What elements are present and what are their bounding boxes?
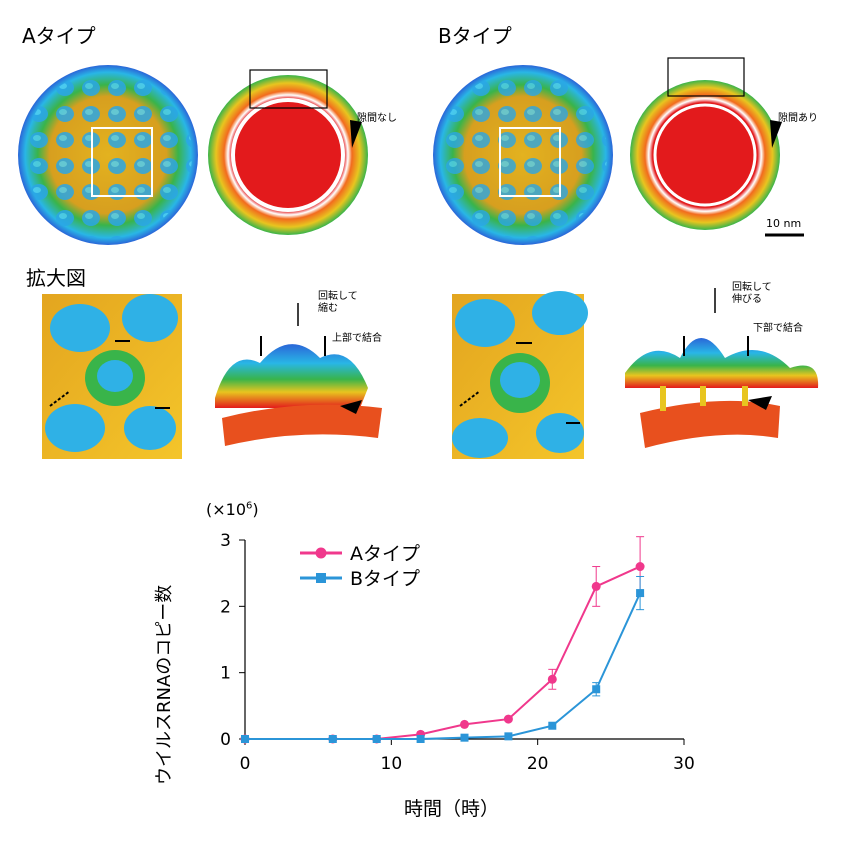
legend-marker-1 bbox=[315, 547, 327, 559]
a-bind-label: 上部で結合 bbox=[332, 333, 382, 344]
legend-label-2: Bタイプ bbox=[350, 568, 420, 590]
y-tick-label: 2 bbox=[220, 597, 231, 617]
zoom-title: 拡大図 bbox=[26, 266, 86, 290]
a-rotate-label: 回転して 縮む bbox=[318, 291, 358, 314]
point-2 bbox=[548, 721, 557, 730]
zoom-b-top bbox=[452, 291, 588, 459]
point-1 bbox=[635, 562, 645, 572]
zoom-b-side bbox=[625, 288, 819, 448]
capsid-structures bbox=[18, 57, 804, 245]
type-b-title: Bタイプ bbox=[438, 24, 512, 48]
point-1 bbox=[503, 714, 513, 724]
y-unit: (×106) bbox=[206, 500, 259, 519]
zoom-a-top bbox=[42, 294, 182, 459]
point-2 bbox=[460, 733, 469, 742]
y-tick-label: 1 bbox=[220, 664, 231, 684]
zoom-illustrations bbox=[42, 288, 819, 459]
capsid-a-surface bbox=[18, 65, 198, 245]
point-2 bbox=[241, 735, 249, 743]
point-2 bbox=[372, 735, 381, 743]
chart-axes: 0 10 20 30 0 1 2 3 bbox=[220, 531, 695, 774]
point-2 bbox=[592, 685, 601, 694]
x-axis-label: 時間（時） bbox=[404, 798, 500, 820]
gap-none-label: 隙間なし bbox=[357, 113, 397, 124]
y-tick-label: 3 bbox=[220, 531, 231, 551]
legend-marker-2 bbox=[316, 573, 326, 583]
point-1 bbox=[460, 719, 469, 729]
chart-marks: Aタイプ Bタイプ bbox=[240, 536, 645, 744]
point-2 bbox=[416, 735, 425, 743]
arrowhead-b bbox=[770, 120, 782, 148]
point-2 bbox=[328, 735, 337, 743]
series-line-2 bbox=[245, 592, 642, 740]
gap-present-label: 隙間あり bbox=[778, 113, 818, 124]
x-tick-label: 10 bbox=[381, 754, 403, 774]
capsid-a-section bbox=[208, 69, 368, 235]
point-1 bbox=[591, 581, 601, 591]
b-rotate-label: 回転して 伸びる bbox=[732, 282, 772, 305]
scale-bar-label: 10 nm bbox=[766, 217, 802, 230]
zoom-a-side bbox=[215, 303, 382, 446]
x-tick-label: 30 bbox=[673, 754, 695, 774]
type-a-title: Aタイプ bbox=[22, 24, 96, 48]
x-tick-label: 0 bbox=[240, 754, 251, 774]
arrowhead-a bbox=[350, 120, 362, 148]
capsid-b-section bbox=[630, 57, 804, 237]
point-1 bbox=[547, 674, 557, 684]
point-2 bbox=[636, 589, 645, 598]
series-line-1 bbox=[245, 565, 641, 740]
capsid-b-surface bbox=[433, 65, 613, 245]
y-tick-label: 0 bbox=[220, 730, 231, 750]
point-2 bbox=[504, 732, 513, 741]
x-tick-label: 20 bbox=[527, 754, 549, 774]
legend-label-1: Aタイプ bbox=[350, 543, 420, 565]
b-bind-label: 下部で結合 bbox=[753, 323, 803, 334]
